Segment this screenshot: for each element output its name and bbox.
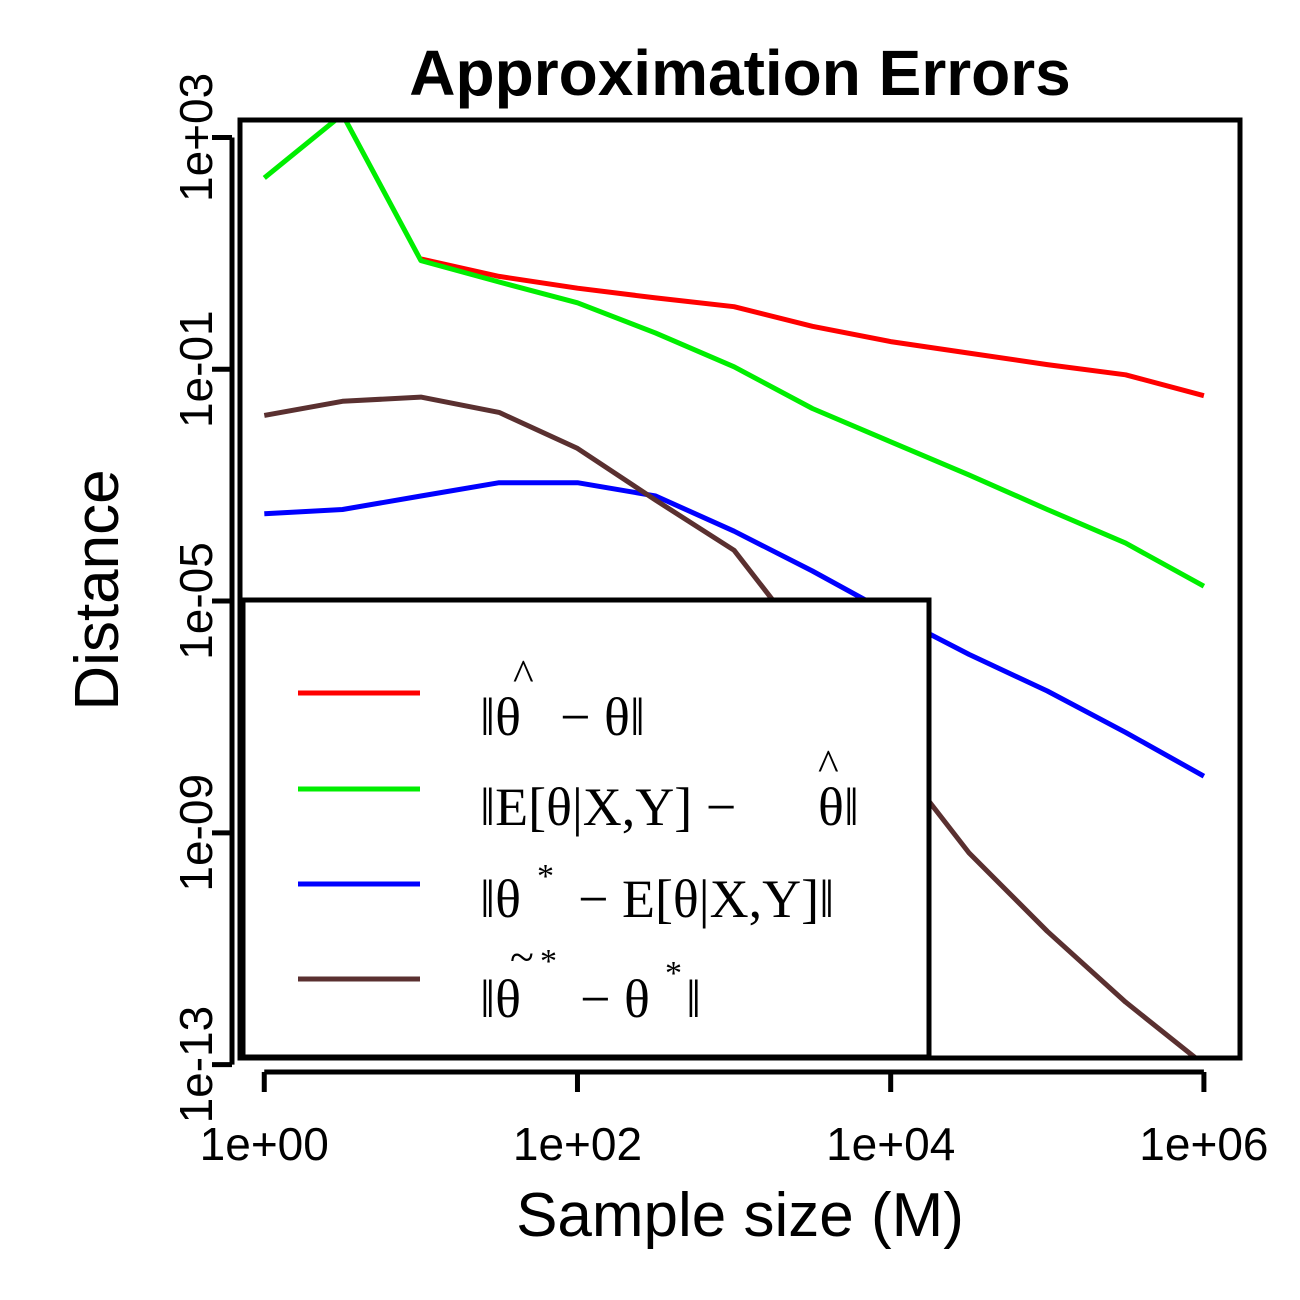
- svg-text:− θ‖: − θ‖: [560, 687, 645, 747]
- series-posterior-mean-error: [262, 120, 1206, 589]
- y-tick-label: 1e-01: [170, 310, 222, 428]
- y-tick-label: 1e-13: [170, 1006, 222, 1124]
- svg-text:‖θ: ‖θ: [480, 687, 521, 747]
- y-axis: 1e-13 1e-09 1e-05 1e-01 1e+03: [170, 73, 235, 1124]
- x-tick-label: 1e+02: [513, 1118, 642, 1170]
- svg-text:− E[θ|X,Y]‖: − E[θ|X,Y]‖: [578, 869, 834, 929]
- y-tick-label: 1e-05: [170, 542, 222, 660]
- x-axis: 1e+00 1e+02 1e+04 1e+06: [200, 1069, 1269, 1170]
- legend: ‖θ ^ − θ‖ ‖E[θ|X,Y] − θ‖ ^ ‖θ * − E[θ|X,…: [240, 597, 932, 1060]
- x-axis-label: Sample size (M): [516, 1181, 964, 1250]
- svg-text:‖θ: ‖θ: [480, 969, 521, 1029]
- svg-text:^: ^: [818, 741, 839, 790]
- plot-frame: [237, 117, 1243, 1061]
- svg-text:^: ^: [513, 651, 534, 700]
- x-tick-label: 1e+00: [200, 1118, 329, 1170]
- legend-label-1: ‖θ ^ − θ‖: [480, 651, 645, 747]
- series-theta-hat-error: [420, 256, 1205, 399]
- svg-text:*: *: [537, 858, 554, 895]
- y-tick-label: 1e-09: [170, 774, 222, 892]
- svg-text:*: *: [540, 943, 557, 980]
- x-tick-label: 1e+06: [1139, 1118, 1268, 1170]
- svg-text:*: *: [665, 955, 682, 992]
- svg-text:‖E[θ|X,Y] −: ‖E[θ|X,Y] −: [480, 777, 736, 837]
- series-layer: [262, 120, 1206, 1058]
- legend-label-3: ‖θ * − E[θ|X,Y]‖: [480, 858, 834, 929]
- chart-title: Approximation Errors: [409, 37, 1070, 109]
- svg-text:‖: ‖: [686, 969, 701, 1029]
- svg-text:− θ: − θ: [580, 969, 650, 1029]
- x-tick-label: 1e+04: [826, 1118, 955, 1170]
- y-tick-label: 1e+03: [170, 73, 222, 202]
- series-theta-tilde-error: [263, 394, 1200, 1058]
- svg-text:θ‖: θ‖: [818, 777, 859, 837]
- svg-text:~: ~: [510, 933, 534, 982]
- legend-label-4: ‖θ ~ * − θ * ‖: [480, 933, 701, 1029]
- y-axis-label: Distance: [63, 469, 132, 710]
- series-theta-star-error: [264, 480, 1206, 779]
- legend-label-2: ‖E[θ|X,Y] − θ‖ ^: [480, 741, 859, 837]
- svg-text:‖θ: ‖θ: [480, 869, 521, 929]
